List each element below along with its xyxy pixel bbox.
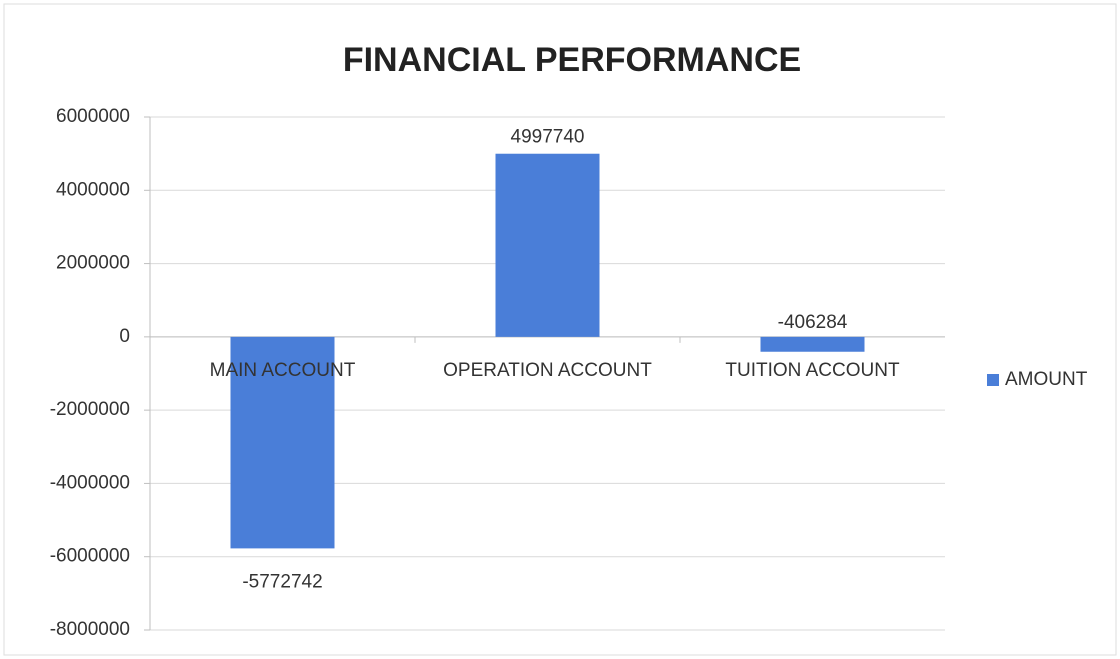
y-tick-label: -8000000 xyxy=(50,619,130,640)
data-label: -5772742 xyxy=(242,571,322,592)
data-label: 4997740 xyxy=(511,127,585,148)
data-label: -406284 xyxy=(778,312,848,333)
y-tick-label: -6000000 xyxy=(50,546,130,567)
bar xyxy=(760,336,865,352)
y-tick-label: 6000000 xyxy=(56,106,130,127)
y-tick-label: -2000000 xyxy=(50,399,130,420)
x-tick-label: OPERATION ACCOUNT xyxy=(443,360,652,381)
y-tick-label: 2000000 xyxy=(56,253,130,274)
bar xyxy=(230,336,335,549)
legend-swatch xyxy=(987,374,999,386)
y-tick-label: 4000000 xyxy=(56,179,130,200)
y-tick-label: -4000000 xyxy=(50,472,130,493)
y-tick-label: 0 xyxy=(119,326,130,347)
x-tick-label: MAIN ACCOUNT xyxy=(210,360,356,381)
legend-label: AMOUNT xyxy=(1005,369,1088,390)
chart-title: FINANCIAL PERFORMANCE xyxy=(343,41,801,79)
x-tick-label: TUITION ACCOUNT xyxy=(725,360,900,381)
bar xyxy=(495,153,600,337)
